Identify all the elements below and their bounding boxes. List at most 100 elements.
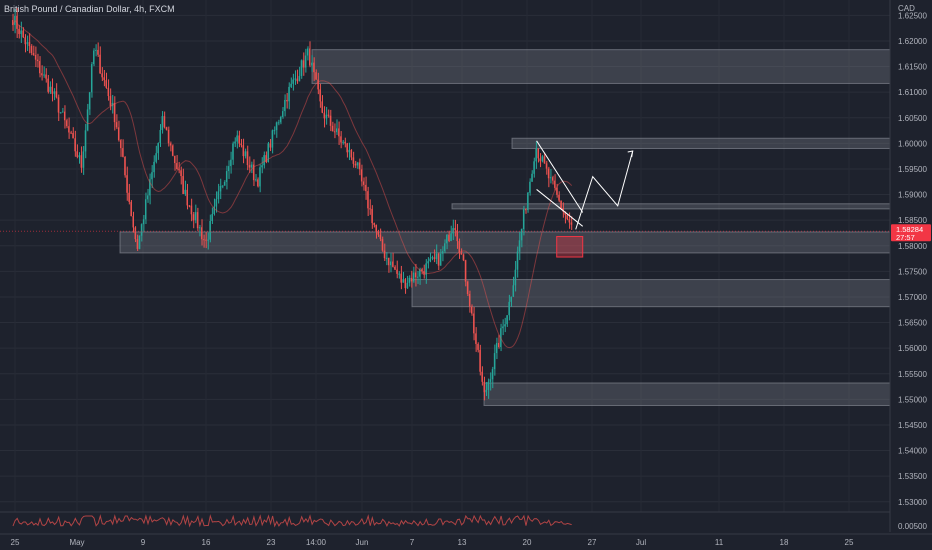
candle-body [163,116,166,128]
candle-body [126,175,128,193]
candle-body [236,135,238,142]
oscillator-pane [0,511,890,528]
candle-body [560,200,562,209]
price-tick-label: 1.55500 [898,370,927,379]
candle-body [423,271,425,275]
candle-body [500,328,502,347]
candle-body [99,54,101,74]
candle-body [250,164,253,168]
zone-box[interactable] [311,49,891,84]
candle-body [93,50,95,65]
candle-body [387,257,390,266]
candle-body [510,296,512,302]
candle-body [392,261,394,267]
candle-body [30,46,33,54]
time-tick-label: 18 [780,538,789,547]
candle-body [147,195,149,200]
candle-body [437,253,440,266]
wedge-lower-line[interactable] [536,189,584,227]
candle-body [14,15,16,26]
candle-body [149,179,151,196]
candle-body [159,130,161,144]
candle-body [219,186,222,192]
candle-body [255,179,257,181]
price-axis-background [890,0,932,550]
candle-body [282,111,284,117]
candle-body [240,143,242,146]
candle-body [213,206,215,215]
wedge-upper-line[interactable] [536,140,584,213]
price-badge-countdown: 27:57 [896,233,915,242]
time-tick-label: 7 [410,538,415,547]
price-tick-label: 1.61000 [898,88,927,97]
price-tick-label: 1.62000 [898,37,927,46]
candle-body [109,96,112,107]
price-tick-label: 1.62500 [898,11,927,20]
candle-body [331,125,334,132]
candle-body [288,86,290,102]
candle-body [298,75,301,82]
time-tick-label: 23 [267,538,276,547]
candle-body [198,227,201,229]
candle-body [470,306,473,314]
candle-body [448,234,450,241]
candle-body [113,102,116,123]
candle-body [431,257,434,259]
candle-body [348,149,350,153]
highlight-box[interactable] [556,236,584,258]
candle-body [497,342,500,347]
price-badge[interactable] [891,224,931,242]
candle-body [545,163,548,169]
candle-body [371,208,373,224]
candle-body [105,80,107,88]
candle-body [117,127,120,141]
candle-body [294,78,296,80]
candle-body [481,371,483,382]
candle-body [396,269,398,274]
candle-body [460,252,463,255]
candle-body [338,128,340,137]
candle-body [329,115,332,126]
candle-body [120,140,122,149]
candle-body [535,148,537,162]
zone-box[interactable] [411,279,891,308]
time-tick-label: 11 [715,538,724,547]
candle-body [504,324,506,327]
candle-body [24,37,26,45]
candle-body [319,89,321,102]
chart-title: British Pound / Canadian Dollar, 4h, FXC… [4,4,175,14]
time-tick-label: 25 [845,538,854,547]
candle-body [529,181,531,193]
candle-body [171,145,174,156]
candle-body [66,120,68,127]
zone-box[interactable] [119,231,891,254]
candle-body [336,128,338,133]
zone-box[interactable] [511,137,891,149]
candle-body [375,224,377,231]
candle-body [286,99,288,102]
candle-body [16,15,18,29]
projection-arrowhead-icon [627,150,634,158]
zone-box[interactable] [451,203,891,210]
candle-body [242,145,245,157]
price-tick-label: 1.60000 [898,139,927,148]
time-tick-label: 27 [588,538,597,547]
candle-body [134,227,137,240]
zone-box[interactable] [483,382,891,407]
moving-average-line [12,19,573,349]
candle-body [101,73,103,78]
candle-body [323,112,326,119]
projection-path[interactable] [575,150,634,230]
price-tick-label: 1.59500 [898,165,927,174]
candle-body [541,156,544,162]
candle-body [556,187,558,195]
candle-body [450,233,452,241]
candle-body [327,114,330,116]
time-tick-label: 16 [202,538,211,547]
candle-body [53,91,56,94]
candle-body [45,74,47,79]
candle-body [412,272,415,282]
candle-body [76,151,78,158]
time-tick-label: May [69,538,84,547]
